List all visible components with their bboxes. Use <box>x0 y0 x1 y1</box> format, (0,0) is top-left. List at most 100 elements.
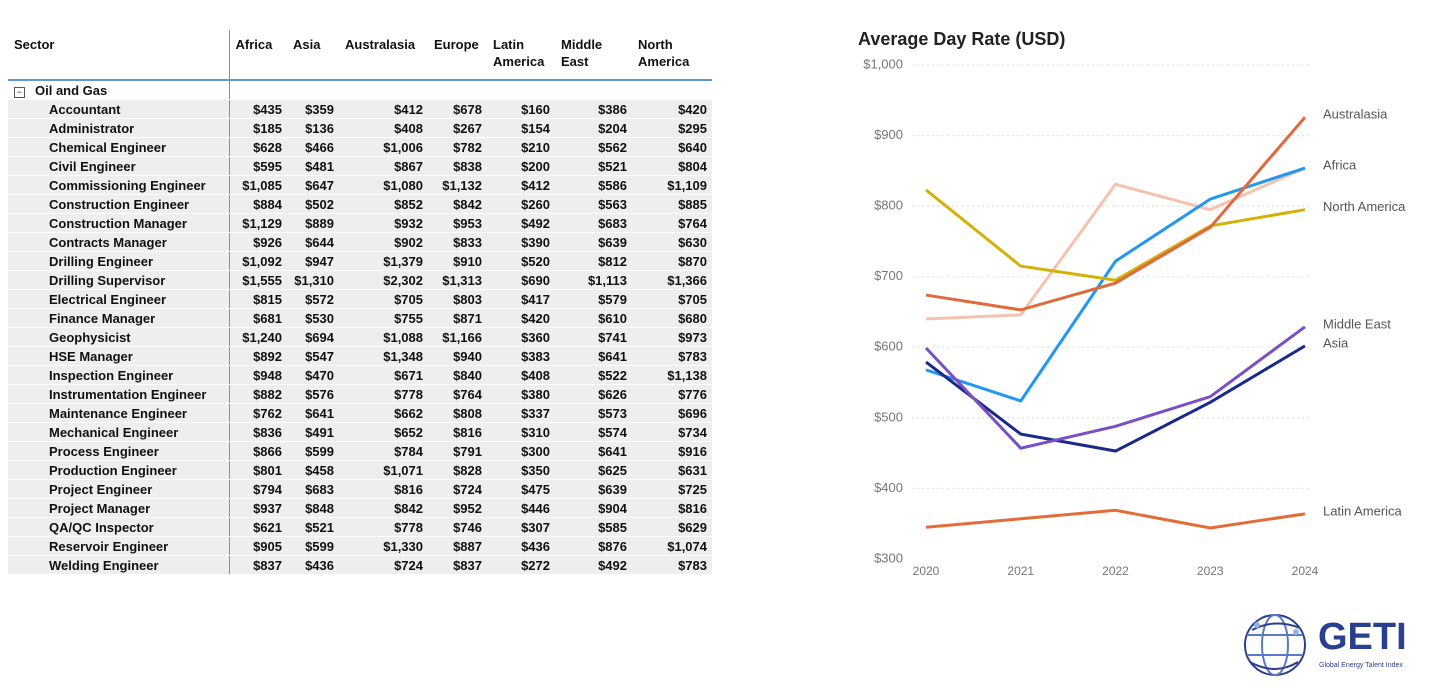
rate-cell: $902 <box>339 232 428 252</box>
sector-name: Accountant <box>8 99 230 119</box>
rate-cell: $1,366 <box>632 270 712 290</box>
rate-cell: $889 <box>287 213 339 233</box>
group-cell <box>339 80 428 100</box>
series-line <box>925 166 1306 321</box>
rate-cell: $1,240 <box>229 327 287 347</box>
rate-cell: $762 <box>229 403 287 423</box>
rate-cell: $848 <box>287 498 339 518</box>
sector-name: QA/QC Inspector <box>8 517 230 537</box>
group-row: − Oil and Gas <box>8 80 712 100</box>
rate-cell: $420 <box>632 99 712 119</box>
rate-cell: $782 <box>428 137 487 157</box>
y-tick-label: $700 <box>874 268 903 283</box>
rate-cell: $755 <box>339 308 428 328</box>
table-row: Geophysicist $1,240 $694 $1,088 $1,166 $360 $7… <box>8 327 712 347</box>
rate-cell: $926 <box>229 232 287 252</box>
rate-cell: $572 <box>287 289 339 309</box>
rate-cell: $1,138 <box>632 365 712 385</box>
rate-cell: $185 <box>229 118 287 138</box>
table-row: Administrator $185 $136 $408 $267 $154 $204 $29… <box>8 118 712 138</box>
logo-name: GETI <box>1318 616 1407 658</box>
table-row: Electrical Engineer $815 $572 $705 $803 $417 $… <box>8 289 712 309</box>
rate-cell: $310 <box>487 422 555 442</box>
rate-cell: $625 <box>555 460 632 480</box>
rate-cell: $884 <box>229 194 287 214</box>
rate-cell: $350 <box>487 460 555 480</box>
series-label: Africa <box>1323 157 1357 172</box>
rate-cell: $520 <box>487 251 555 271</box>
series-line <box>925 344 1306 453</box>
rate-cell: $260 <box>487 194 555 214</box>
rate-cell: $492 <box>555 555 632 575</box>
x-tick-label: 2022 <box>1102 564 1129 578</box>
sector-name: Mechanical Engineer <box>8 422 230 442</box>
rate-cell: $492 <box>487 213 555 233</box>
x-tick-label: 2021 <box>1007 564 1034 578</box>
y-tick-label: $600 <box>874 339 903 354</box>
sector-name: Civil Engineer <box>8 156 230 176</box>
group-cell <box>632 80 712 100</box>
rate-cell: $1,330 <box>339 536 428 556</box>
rate-cell: $576 <box>287 384 339 404</box>
group-label: Oil and Gas <box>35 82 108 98</box>
rate-cell: $852 <box>339 194 428 214</box>
rate-cell: $801 <box>229 460 287 480</box>
sector-name: Contracts Manager <box>8 232 230 252</box>
rate-cell: $574 <box>555 422 632 442</box>
logo-dot <box>1254 622 1260 628</box>
group-cell <box>487 80 555 100</box>
rate-cell: $842 <box>428 194 487 214</box>
column-header: Middle East <box>555 30 632 81</box>
rate-cell: $804 <box>632 156 712 176</box>
rate-cell: $599 <box>287 441 339 461</box>
rate-cell: $870 <box>632 251 712 271</box>
rate-cell: $386 <box>555 99 632 119</box>
rate-cell: $1,088 <box>339 327 428 347</box>
rate-cell: $530 <box>287 308 339 328</box>
rate-cell: $436 <box>487 536 555 556</box>
table-row: Production Engineer $801 $458 $1,071 $828 $35… <box>8 460 712 480</box>
rate-cell: $705 <box>632 289 712 309</box>
rate-cell: $2,302 <box>339 270 428 290</box>
header-row: Sector Africa Asia Australasia Europe Latin A… <box>8 30 712 81</box>
sector-name: Construction Engineer <box>8 194 230 214</box>
logo-tagline: Global Energy Talent Index <box>1319 662 1403 669</box>
logo-globe-meridian <box>1261 614 1289 676</box>
rate-cell: $837 <box>229 555 287 575</box>
rate-cell: $671 <box>339 365 428 385</box>
rate-cell: $837 <box>428 555 487 575</box>
column-header: Africa <box>229 30 287 81</box>
rate-cell: $573 <box>555 403 632 423</box>
series-line <box>925 116 1307 312</box>
rate-cell: $502 <box>287 194 339 214</box>
rate-cell: $1,085 <box>229 175 287 195</box>
rate-cell: $905 <box>229 536 287 556</box>
rate-cell: $816 <box>428 422 487 442</box>
rate-cell: $446 <box>487 498 555 518</box>
rate-cell: $160 <box>487 99 555 119</box>
rate-cell: $210 <box>487 137 555 157</box>
rate-cell: $475 <box>487 479 555 499</box>
rate-cell: $973 <box>632 327 712 347</box>
table-row: Reservoir Engineer $905 $599 $1,330 $887 $436… <box>8 536 712 556</box>
rate-cell: $630 <box>632 232 712 252</box>
rate-cell: $1,109 <box>632 175 712 195</box>
rate-cell: $647 <box>287 175 339 195</box>
rate-cell: $1,132 <box>428 175 487 195</box>
group-cell <box>229 80 287 100</box>
table-row: Finance Manager $681 $530 $755 $871 $420 $610 $… <box>8 308 712 328</box>
series-label: Australasia <box>1323 107 1388 122</box>
logo-globe-arc <box>1249 622 1301 670</box>
table-row: Project Engineer $794 $683 $816 $724 $475 $639… <box>8 479 712 499</box>
table-row: Instrumentation Engineer $882 $576 $778 $764… <box>8 384 712 404</box>
rate-cell: $408 <box>487 365 555 385</box>
rate-cell: $595 <box>229 156 287 176</box>
rate-cell: $466 <box>287 137 339 157</box>
rate-cell: $408 <box>339 118 428 138</box>
rate-cell: $412 <box>487 175 555 195</box>
rate-cell: $1,113 <box>555 270 632 290</box>
rate-cell: $586 <box>555 175 632 195</box>
rate-cell: $791 <box>428 441 487 461</box>
sector-name: HSE Manager <box>8 346 230 366</box>
rate-cell: $390 <box>487 232 555 252</box>
